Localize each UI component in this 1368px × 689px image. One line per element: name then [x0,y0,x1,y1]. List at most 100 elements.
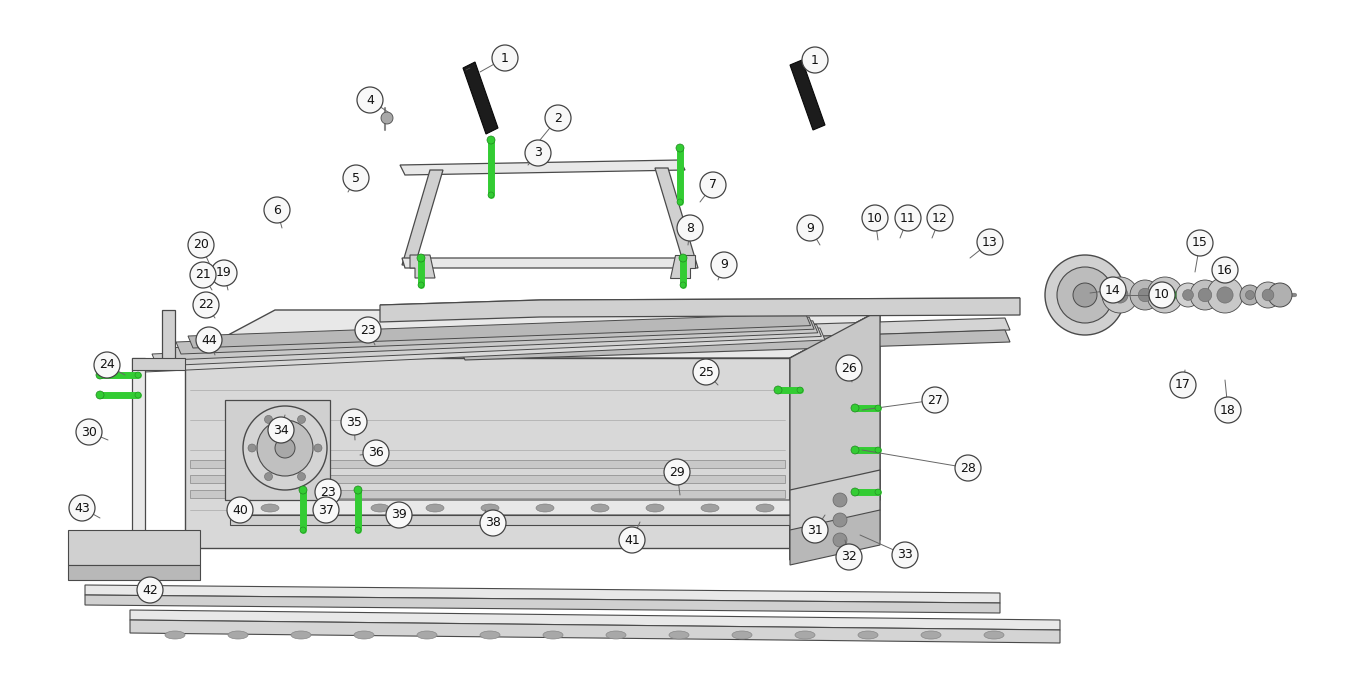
Circle shape [1207,277,1244,313]
Circle shape [193,292,219,318]
Polygon shape [789,60,825,130]
Text: 9: 9 [806,221,814,234]
Text: 27: 27 [928,393,943,407]
Text: 33: 33 [897,548,912,562]
Circle shape [487,136,495,144]
Circle shape [211,260,237,286]
Circle shape [1130,280,1160,310]
Text: 4: 4 [367,94,373,107]
Polygon shape [789,310,880,548]
Text: 3: 3 [534,147,542,159]
Text: 43: 43 [74,502,90,515]
Text: 21: 21 [196,269,211,282]
Ellipse shape [606,631,627,639]
Circle shape [315,444,321,452]
Circle shape [187,232,213,258]
Circle shape [417,254,425,262]
Text: 16: 16 [1218,263,1233,276]
Circle shape [343,165,369,191]
Circle shape [928,205,953,231]
Circle shape [544,105,570,131]
Circle shape [264,473,272,481]
Circle shape [356,527,361,533]
Circle shape [798,387,803,393]
Circle shape [492,45,518,71]
Text: 6: 6 [274,203,280,216]
Circle shape [297,473,305,481]
Text: 36: 36 [368,446,384,460]
Circle shape [618,527,644,553]
Ellipse shape [543,631,564,639]
Circle shape [1254,282,1280,308]
Polygon shape [185,310,880,358]
Text: 22: 22 [198,298,213,311]
Text: 40: 40 [233,504,248,517]
Polygon shape [399,160,685,175]
Ellipse shape [921,631,941,639]
Circle shape [663,459,689,485]
Ellipse shape [482,504,499,512]
Ellipse shape [371,504,389,512]
Circle shape [300,486,306,494]
Circle shape [1187,230,1213,256]
Circle shape [386,502,412,528]
Circle shape [1112,287,1129,303]
Polygon shape [164,321,818,360]
Text: 10: 10 [867,212,882,225]
Text: 11: 11 [900,212,915,225]
Ellipse shape [757,504,774,512]
Circle shape [525,140,551,166]
Circle shape [1157,287,1174,303]
Circle shape [1073,283,1097,307]
Circle shape [1268,283,1291,307]
Circle shape [1100,277,1126,303]
Text: 39: 39 [391,508,406,522]
Polygon shape [185,358,789,548]
Ellipse shape [536,504,554,512]
Text: 9: 9 [720,258,728,271]
Circle shape [1103,277,1138,313]
Circle shape [802,517,828,543]
Circle shape [1190,280,1220,310]
Circle shape [1215,397,1241,423]
Circle shape [677,199,683,205]
Circle shape [1198,288,1212,302]
Circle shape [922,387,948,413]
Text: 20: 20 [193,238,209,251]
Circle shape [96,371,104,379]
Circle shape [257,420,313,476]
Circle shape [1176,283,1200,307]
Polygon shape [85,585,1000,603]
Text: 25: 25 [698,365,714,378]
Circle shape [680,282,685,288]
Circle shape [488,192,494,198]
Ellipse shape [591,504,609,512]
Text: 23: 23 [360,324,376,336]
Polygon shape [789,510,880,565]
Text: 14: 14 [1105,283,1120,296]
Circle shape [363,440,389,466]
Polygon shape [380,298,1021,322]
Circle shape [135,372,141,378]
Ellipse shape [354,631,373,639]
Circle shape [895,205,921,231]
Circle shape [1218,287,1233,303]
Circle shape [694,359,720,385]
Text: 8: 8 [685,221,694,234]
Polygon shape [131,358,185,370]
Circle shape [851,446,859,454]
Polygon shape [85,595,1000,613]
Polygon shape [130,620,1060,643]
Text: 5: 5 [352,172,360,185]
Ellipse shape [646,504,663,512]
Circle shape [96,391,104,399]
Ellipse shape [732,631,752,639]
Circle shape [833,513,847,527]
Polygon shape [224,400,330,500]
Circle shape [244,406,327,490]
Polygon shape [176,317,814,354]
Circle shape [677,215,703,241]
Polygon shape [190,460,785,468]
Circle shape [190,262,216,288]
Circle shape [876,405,881,411]
